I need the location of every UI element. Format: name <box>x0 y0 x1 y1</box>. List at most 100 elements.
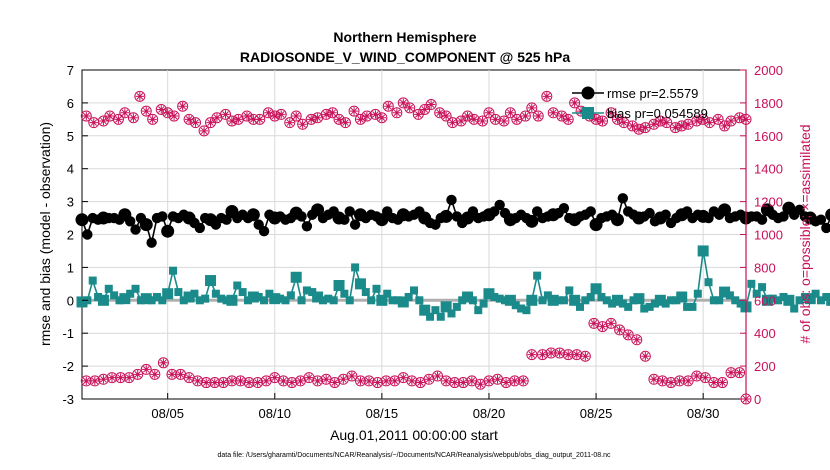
obs-high-assimilated-marker <box>713 115 723 124</box>
bias-marker <box>719 286 731 298</box>
obs-low-assimilated-marker <box>124 373 134 382</box>
bias-marker <box>302 286 311 295</box>
y2-tick-label: 2000 <box>754 63 783 78</box>
bias-marker <box>538 296 547 305</box>
obs-high-assimilated-marker <box>628 121 637 131</box>
bias-marker <box>826 294 830 306</box>
bias-marker <box>683 302 692 311</box>
obs-high-assimilated-marker <box>527 103 537 113</box>
obs-high-assimilated-marker <box>89 118 98 127</box>
obs-low-possible-marker <box>89 375 101 387</box>
obs-high-possible-marker <box>275 108 287 120</box>
obs-low-assimilated-marker <box>484 376 494 386</box>
rmse-marker <box>610 213 624 227</box>
obs-high-assimilated-marker <box>683 120 693 129</box>
rmse-marker <box>146 237 157 248</box>
obs-low-assimilated-marker <box>416 378 425 387</box>
obs-high-assimilated-marker <box>641 123 650 132</box>
obs-high-possible-marker <box>468 113 480 125</box>
bias-marker <box>768 294 777 303</box>
obs-high-possible-marker <box>697 113 709 125</box>
obs-high-assimilated-marker <box>298 120 307 129</box>
bias-marker <box>345 296 354 305</box>
obs-high-possible-marker <box>648 118 660 130</box>
obs-high-assimilated-marker <box>362 111 372 121</box>
rmse-marker <box>439 209 453 223</box>
obs-high-assimilated-marker <box>163 108 172 117</box>
y2-tick-label: 200 <box>754 359 776 374</box>
obs-high-assimilated-marker <box>656 116 665 126</box>
bias-marker <box>388 296 397 305</box>
x-tick-label: 08/20 <box>473 406 506 421</box>
obs-high-assimilated-marker <box>448 118 457 127</box>
obs-high-possible-marker <box>447 117 459 129</box>
rmse-marker <box>585 206 596 217</box>
obs-high-possible-marker <box>489 113 501 125</box>
obs-high-possible-marker <box>434 107 446 119</box>
obs-high-assimilated-marker <box>692 116 701 126</box>
obs-low-assimilated-marker <box>159 358 168 368</box>
obs-high-possible-marker <box>562 113 574 125</box>
y2-tick-label: 400 <box>754 326 776 341</box>
bias-marker <box>217 294 226 303</box>
bias-marker <box>565 286 574 295</box>
obs-high-possible-marker <box>626 120 638 132</box>
obs-low-assimilated-marker <box>598 322 607 331</box>
bias-marker <box>783 294 795 306</box>
bias-marker <box>709 296 718 305</box>
obs-low-assimilated-marker <box>606 319 616 328</box>
obs-high-assimilated-marker <box>613 115 622 124</box>
bias-marker <box>152 293 161 302</box>
rmse-marker <box>815 214 827 225</box>
bias-marker <box>697 245 709 257</box>
obs-low-possible-marker <box>517 375 529 387</box>
obs-high-assimilated-marker <box>606 108 616 117</box>
obs-high-possible-marker <box>504 107 516 119</box>
obs-low-possible-marker <box>579 350 591 362</box>
obs-low-assimilated-marker <box>236 376 245 386</box>
obs-high-possible-marker <box>477 115 489 127</box>
obs-low-possible-marker <box>526 349 538 361</box>
obs-low-assimilated-marker <box>399 373 408 382</box>
obs-low-assimilated-marker <box>167 370 177 379</box>
obs-low-possible-marker <box>432 370 444 382</box>
obs-low-possible-marker <box>571 349 583 361</box>
bias-marker <box>795 296 804 305</box>
rmse-marker <box>821 222 830 234</box>
obs-low-possible-marker <box>346 370 358 382</box>
bias-marker <box>440 301 452 313</box>
obs-high-possible-marker <box>183 113 195 125</box>
obs-low-possible-marker <box>614 324 626 336</box>
obs-high-assimilated-marker <box>557 111 566 121</box>
obs-low-assimilated-marker <box>296 376 305 386</box>
bias-marker <box>490 293 499 302</box>
obs-low-possible-marker <box>554 347 566 359</box>
obs-high-assimilated-marker <box>291 111 301 121</box>
obs-high-assimilated-marker <box>120 108 130 117</box>
obs-low-possible-marker <box>682 375 694 387</box>
obs-low-assimilated-marker <box>373 378 382 387</box>
obs-low-possible-marker <box>656 375 668 387</box>
rmse-marker <box>617 193 629 204</box>
bias-marker <box>468 296 477 305</box>
obs-high-possible-marker <box>119 107 131 119</box>
obs-low-possible-marker <box>500 377 512 389</box>
obs-high-possible-marker <box>348 105 360 117</box>
obs-high-possible-marker <box>134 90 146 102</box>
bias-marker <box>174 288 183 297</box>
obs-high-assimilated-marker <box>270 111 279 121</box>
rmse-marker <box>296 211 307 222</box>
obs-low-assimilated-marker <box>364 376 374 386</box>
y-tick-label: 1 <box>67 260 74 275</box>
obs-high-possible-marker <box>596 115 608 127</box>
bias-marker <box>201 294 210 303</box>
y-tick-label: -2 <box>62 359 74 374</box>
obs-low-assimilated-marker <box>227 376 237 386</box>
obs-high-assimilated-marker <box>178 101 187 111</box>
obs-low-assimilated-marker <box>701 373 710 382</box>
bias-marker <box>269 293 281 305</box>
rmse-marker <box>194 222 206 234</box>
obs-low-assimilated-marker <box>589 319 599 328</box>
bias-marker <box>324 294 333 303</box>
